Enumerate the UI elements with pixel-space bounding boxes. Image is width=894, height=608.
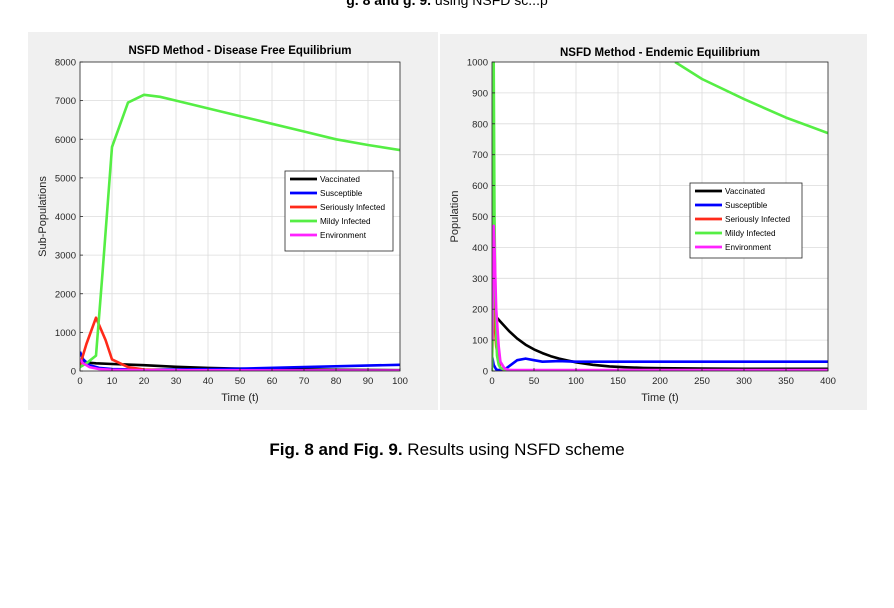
x-tick-label: 80 bbox=[331, 376, 342, 387]
x-tick-label: 30 bbox=[171, 376, 182, 387]
x-tick-label: 90 bbox=[363, 376, 374, 387]
x-tick-label: 20 bbox=[139, 376, 150, 387]
y-tick-label: 5000 bbox=[55, 173, 76, 184]
legend-box bbox=[284, 170, 394, 252]
y-axis-label: Sub-Populations bbox=[37, 176, 49, 257]
y-tick-label: 1000 bbox=[55, 328, 76, 339]
series-line-environment bbox=[492, 224, 828, 371]
y-tick-label: 2000 bbox=[55, 289, 76, 300]
legend-label: Environment bbox=[725, 243, 772, 252]
x-tick-label: 60 bbox=[267, 376, 278, 387]
x-tick-label: 200 bbox=[652, 376, 668, 387]
x-tick-label: 300 bbox=[736, 376, 752, 387]
y-tick-label: 0 bbox=[71, 367, 76, 378]
x-tick-label: 10 bbox=[107, 376, 118, 387]
chart-panel-disease-free: 0 10 20 30 40 50 60 70 80 90 100 0 1000 2000 3000 4000 5… bbox=[28, 32, 438, 410]
series-line-susceptible bbox=[492, 355, 828, 371]
legend-label: Mildy Infected bbox=[725, 229, 776, 238]
legend-label: Susceptible bbox=[725, 201, 768, 210]
y-tick-label: 6000 bbox=[55, 135, 76, 146]
top-cropped-caption-bold: g. 8 and g. 9. bbox=[346, 0, 432, 8]
y-tick-label: 100 bbox=[472, 336, 488, 347]
y-tick-label: 800 bbox=[472, 119, 488, 130]
figure-caption: Fig. 8 and Fig. 9. Results using NSFD sc… bbox=[0, 440, 894, 460]
x-tick-label: 400 bbox=[820, 376, 836, 387]
y-tick-label: 900 bbox=[472, 88, 488, 99]
y-tick-label: 1000 bbox=[467, 58, 488, 69]
y-tick-label: 4000 bbox=[55, 212, 76, 223]
figure-caption-rest: Results using NSFD scheme bbox=[402, 440, 625, 459]
x-tick-label: 70 bbox=[299, 376, 310, 387]
chart-title: NSFD Method - Disease Free Equilibrium bbox=[128, 45, 351, 57]
legend-box bbox=[689, 182, 803, 259]
top-cropped-caption-rest: using NSFD sc...p bbox=[431, 0, 548, 8]
legend-label: Vaccinated bbox=[725, 187, 765, 196]
figure-caption-bold: Fig. 8 and Fig. 9. bbox=[269, 440, 403, 459]
chart-panel-endemic: 0 50 100 150 200 250 300 350 400 0 100 200 300 400 500… bbox=[440, 34, 867, 410]
legend-label: Mildy Infected bbox=[320, 217, 371, 226]
y-tick-label: 300 bbox=[472, 274, 488, 285]
y-tick-label: 500 bbox=[472, 212, 488, 223]
x-axis-label: Time (t) bbox=[641, 392, 678, 404]
y-tick-label: 7000 bbox=[55, 96, 76, 107]
x-tick-label: 350 bbox=[778, 376, 794, 387]
x-tick-label: 0 bbox=[489, 376, 494, 387]
chart-disease-free: 0 10 20 30 40 50 60 70 80 90 100010002000300040005… bbox=[37, 45, 408, 404]
x-tick-label: 50 bbox=[235, 376, 246, 387]
y-tick-label: 0 bbox=[483, 367, 488, 378]
y-tick-label: 600 bbox=[472, 181, 488, 192]
series-line-vaccinated bbox=[492, 173, 828, 371]
legend-label: Susceptible bbox=[320, 189, 363, 198]
x-tick-label: 150 bbox=[610, 376, 626, 387]
y-tick-label: 700 bbox=[472, 150, 488, 161]
top-cropped-caption: g. 8 and g. 9. using NSFD sc...p bbox=[0, 0, 894, 8]
x-tick-label: 250 bbox=[694, 376, 710, 387]
legend-label: Seriously Infected bbox=[320, 203, 386, 212]
y-tick-label: 200 bbox=[472, 305, 488, 316]
x-tick-label: 100 bbox=[392, 376, 408, 387]
x-tick-label: 40 bbox=[203, 376, 214, 387]
x-axis-label: Time (t) bbox=[221, 392, 258, 404]
x-tick-label: 50 bbox=[529, 376, 540, 387]
x-tick-label: 100 bbox=[568, 376, 584, 387]
legend-label: Environment bbox=[320, 231, 367, 240]
legend-label: Vaccinated bbox=[320, 175, 360, 184]
series-line-mildy-infected bbox=[80, 93, 400, 369]
x-tick-label: 0 bbox=[77, 376, 82, 387]
series-line-mildy-infected bbox=[674, 62, 828, 135]
y-tick-label: 3000 bbox=[55, 251, 76, 262]
chart-title: NSFD Method - Endemic Equilibrium bbox=[560, 47, 760, 59]
y-axis-label: Population bbox=[449, 191, 461, 243]
y-tick-label: 8000 bbox=[55, 58, 76, 69]
chart-endemic: 0 50 100 150 200 250 300 350 400 0 100 200 300 400 500… bbox=[449, 47, 836, 404]
legend-label: Seriously Infected bbox=[725, 215, 791, 224]
y-tick-label: 400 bbox=[472, 243, 488, 254]
